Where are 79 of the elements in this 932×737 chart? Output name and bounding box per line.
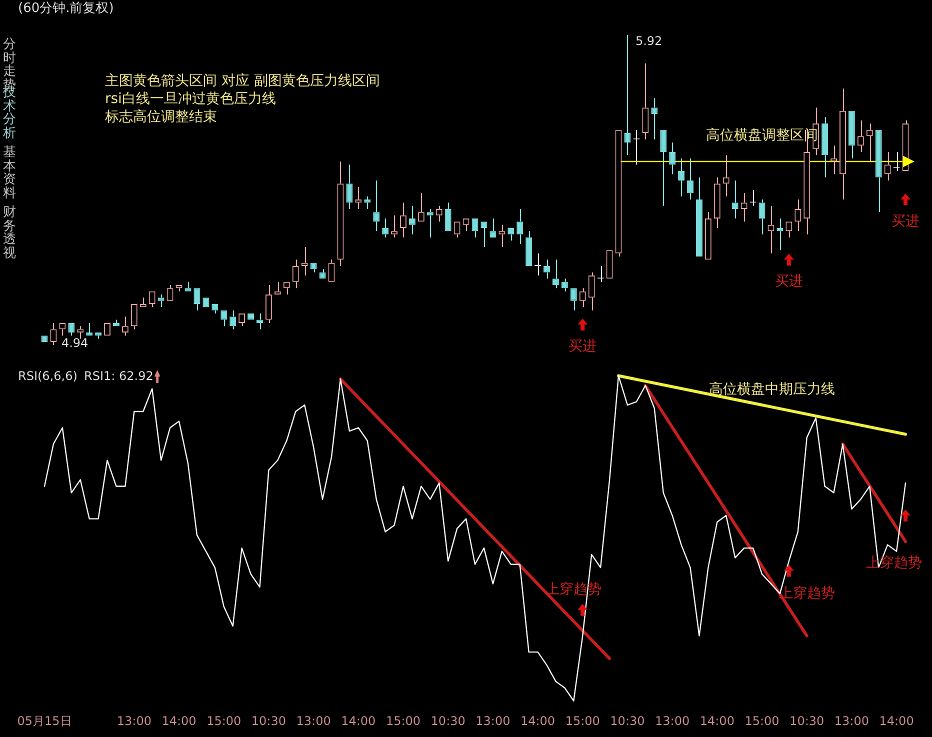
candlestick: [158, 294, 164, 308]
x-tick-label: 15:00: [565, 714, 600, 728]
candlestick: [508, 228, 514, 242]
x-tick-label: 14:00: [520, 714, 556, 728]
annotation: rsi白线一旦冲过黄色压力线: [105, 91, 276, 108]
annotation: 买进: [774, 273, 803, 290]
candlestick: [794, 199, 802, 232]
candlestick: [184, 281, 192, 292]
x-tick-label: 14:00: [700, 714, 734, 728]
x-tick-label: 13:00: [476, 714, 510, 728]
candlestick: [490, 218, 496, 238]
candlestick: [444, 202, 452, 232]
candlestick: [526, 230, 532, 266]
text: 基本资料: [3, 145, 17, 201]
x-tick-label: 14:00: [879, 714, 914, 728]
candlestick: [391, 214, 398, 238]
x-tick-label: 05月15日: [17, 714, 72, 728]
candlestick: [642, 62, 649, 140]
candlestick: [212, 304, 218, 314]
candlestick: [346, 164, 353, 210]
candlestick: [498, 224, 506, 248]
x-tick-label: 14:00: [162, 714, 196, 728]
candlestick: [265, 284, 272, 324]
annotation: 主图黄色箭头区间 对应 副图黄色压力线区间: [105, 73, 380, 90]
x-tick-label: 10:30: [790, 714, 824, 728]
candlestick: [319, 268, 326, 279]
candlestick: [660, 130, 667, 206]
x-tick-label: 13:00: [655, 714, 690, 728]
annotation: 买进: [568, 338, 597, 354]
annotation: RSI1: 62.92: [84, 369, 154, 384]
candlestick: [669, 142, 676, 175]
annotation: 4.94: [61, 336, 88, 350]
x-tick-label: 14:00: [341, 714, 376, 728]
candlestick: [220, 310, 228, 327]
candlestick: [840, 88, 846, 200]
candlestick: [480, 222, 488, 248]
text: 财务透视: [3, 205, 17, 261]
x-tick-label: 15:00: [386, 714, 421, 728]
candlestick: [454, 222, 460, 238]
candlestick: [848, 110, 855, 159]
candlestick: [758, 199, 766, 235]
candlestick: [50, 322, 57, 346]
candlestick: [516, 208, 524, 244]
x-tick-label: 13:00: [116, 714, 152, 728]
annotation: 标志高位调整结束: [105, 109, 217, 126]
candlestick: [166, 284, 174, 301]
candlestick: [651, 98, 658, 140]
candlestick: [328, 259, 335, 282]
candlestick: [704, 212, 712, 260]
candlestick: [400, 202, 406, 238]
candlestick: [534, 252, 542, 276]
annotation: RSI(6,6,6): [18, 369, 78, 384]
candlestick: [337, 161, 344, 266]
x-tick-label: 15:00: [744, 714, 780, 728]
candlestick: [148, 291, 156, 308]
candlestick: [875, 130, 882, 213]
x-tick-label: 10:30: [610, 714, 645, 728]
annotation: 买进: [892, 212, 920, 230]
candlestick: [130, 304, 138, 330]
candlestick: [194, 288, 200, 311]
x-tick-label: 10:30: [251, 714, 286, 728]
candlestick: [310, 262, 317, 273]
chart-title: (60分钟.前复权): [18, 1, 114, 16]
candlestick: [615, 130, 622, 257]
candlestick: [714, 176, 720, 228]
x-tick-label: 10:30: [430, 714, 466, 728]
candlestick: [561, 278, 568, 292]
annotation: 5.92: [635, 34, 662, 48]
candlestick: [292, 259, 299, 289]
x-tick-label: 13:00: [296, 714, 331, 728]
x-tick-label: 13:00: [834, 714, 869, 728]
x-tick-label: 15:00: [206, 714, 242, 728]
annotation: 高位横盘中期压力线: [709, 381, 835, 398]
candlestick: [696, 176, 702, 256]
candlestick: [588, 272, 595, 311]
candlestick: [687, 158, 694, 200]
candlestick: [426, 208, 434, 238]
candlestick: [732, 180, 738, 219]
candlestick: [822, 116, 828, 178]
